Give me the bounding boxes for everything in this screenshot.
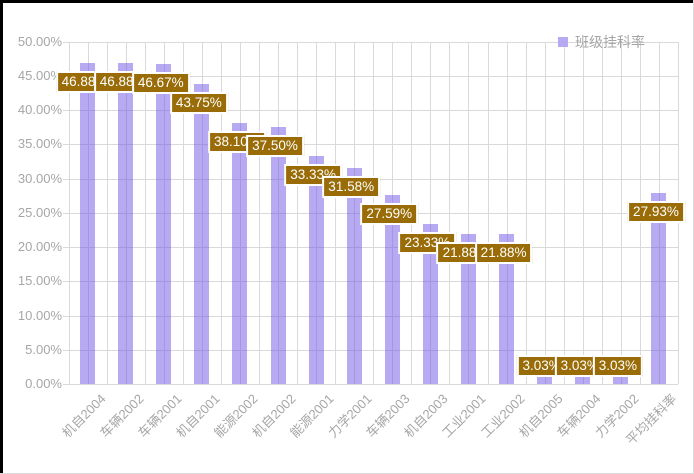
- y-axis-tick: [62, 144, 69, 146]
- gridline-vertical: [220, 41, 222, 384]
- y-axis-label: 0.00%: [25, 376, 62, 391]
- bar: [651, 192, 667, 384]
- gridline-vertical: [620, 41, 622, 384]
- y-axis-tick: [62, 281, 69, 283]
- bar: [308, 155, 324, 384]
- gridline-vertical: [544, 41, 546, 384]
- gridline-vertical: [68, 41, 70, 384]
- gridline-vertical: [335, 41, 337, 384]
- legend-swatch-icon: [558, 37, 568, 47]
- gridline-vertical: [258, 41, 260, 384]
- gridline-vertical: [525, 41, 527, 384]
- gridline-vertical: [144, 41, 146, 384]
- bar: [346, 167, 362, 384]
- bar: [80, 62, 96, 384]
- bar: [232, 123, 248, 384]
- y-axis-tick: [62, 178, 69, 180]
- gridline-vertical: [297, 41, 299, 384]
- gridline-vertical: [106, 41, 108, 384]
- bar: [460, 234, 476, 384]
- data-label: 43.75%: [169, 92, 228, 115]
- bar: [118, 62, 134, 384]
- y-axis-tick: [62, 110, 69, 111]
- y-axis-label: 25.00%: [17, 204, 62, 220]
- gridline-vertical: [430, 41, 432, 384]
- y-axis-tick: [62, 349, 69, 351]
- bar: [499, 234, 515, 384]
- y-axis-label: 5.00%: [25, 341, 62, 357]
- bar: [194, 84, 210, 384]
- y-axis-label: 15.00%: [17, 273, 62, 289]
- legend: 班级挂科率: [558, 34, 645, 50]
- gridline-vertical: [563, 41, 565, 384]
- x-axis-label: 机自2004: [58, 391, 109, 441]
- gridline-vertical: [582, 41, 584, 384]
- y-axis-label: 10.00%: [17, 307, 62, 323]
- y-axis-tick: [62, 41, 69, 43]
- data-label: 27.59%: [360, 203, 419, 225]
- y-axis-label: 45.00%: [17, 67, 62, 83]
- y-axis-tick: [62, 384, 69, 385]
- y-axis-label: 20.00%: [17, 239, 62, 254]
- data-label: 3.03%: [592, 355, 643, 378]
- y-axis-label: 30.00%: [17, 170, 62, 186]
- gridline-vertical: [601, 41, 603, 384]
- gridline-vertical: [182, 41, 184, 384]
- data-label: 37.50%: [246, 135, 304, 158]
- frame-border-left: [0, 0, 3, 474]
- data-label: 27.93%: [627, 200, 685, 223]
- data-label: 46.67%: [131, 72, 190, 95]
- gridline-vertical: [468, 41, 470, 384]
- gridline-vertical: [449, 41, 451, 384]
- y-axis-label: 40.00%: [17, 102, 62, 117]
- bar: [422, 224, 438, 384]
- gridline-horizontal: [68, 384, 678, 385]
- y-axis-tick: [62, 247, 69, 248]
- y-axis-tick: [62, 212, 69, 214]
- y-axis-tick: [62, 315, 69, 317]
- y-axis-label: 50.00%: [17, 33, 62, 49]
- data-label: 3.03%: [516, 355, 567, 378]
- data-label: 31.58%: [322, 175, 381, 198]
- bar: [384, 195, 400, 384]
- gridline-vertical: [487, 41, 489, 384]
- legend-label: 班级挂科率: [575, 34, 645, 50]
- y-axis-label: 35.00%: [17, 136, 62, 152]
- data-label: 3.03%: [554, 355, 605, 378]
- frame-border-top: [0, 0, 694, 3]
- bar: [156, 64, 172, 384]
- bar: [270, 127, 286, 384]
- data-label: 21.88%: [474, 242, 533, 265]
- gridline-vertical: [506, 41, 508, 384]
